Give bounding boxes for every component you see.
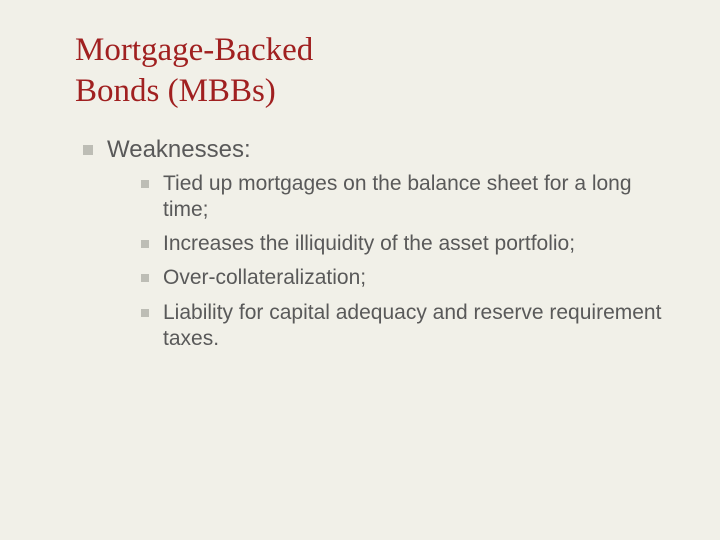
list-item-label: Weaknesses: [107, 136, 251, 163]
list-item-label: Over-collateralization; [163, 266, 366, 289]
list-item-label: Tied up mortgages on the balance sheet f… [163, 172, 632, 221]
list-item: Liability for capital adequacy and reser… [141, 300, 670, 353]
list-item-label: Increases the illiquidity of the asset p… [163, 232, 575, 255]
slide-title: Mortgage-Backed Bonds (MBBs) [75, 30, 670, 113]
title-line-2: Bonds (MBBs) [75, 73, 276, 109]
title-line-1: Mortgage-Backed [75, 32, 313, 68]
list-item: Over-collateralization; [141, 265, 670, 291]
list-item: Tied up mortgages on the balance sheet f… [141, 171, 670, 224]
bullet-list-level-1: Weaknesses: Tied up mortgages on the bal… [83, 135, 670, 353]
list-item: Weaknesses: Tied up mortgages on the bal… [83, 135, 670, 353]
list-item: Increases the illiquidity of the asset p… [141, 231, 670, 257]
list-item-label: Liability for capital adequacy and reser… [163, 301, 661, 350]
slide: Mortgage-Backed Bonds (MBBs) Weaknesses:… [0, 0, 720, 540]
bullet-list-level-2: Tied up mortgages on the balance sheet f… [141, 171, 670, 353]
